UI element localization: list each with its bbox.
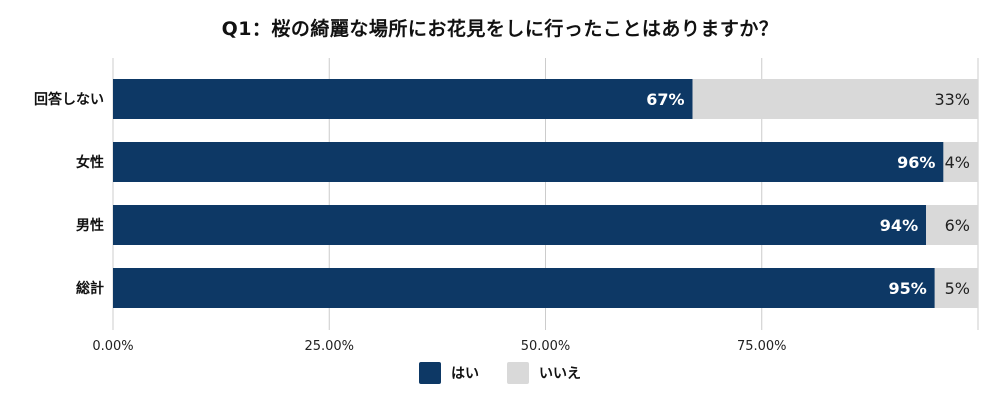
category-label: 回答しない bbox=[34, 91, 104, 108]
legend-label-yes: はい bbox=[451, 366, 479, 382]
legend-item-no: いいえ bbox=[507, 362, 581, 384]
legend-swatch-no bbox=[507, 362, 529, 384]
legend-label-no: いいえ bbox=[539, 366, 581, 382]
bar-yes bbox=[113, 205, 927, 245]
x-tick-label: 50.00% bbox=[521, 339, 571, 354]
bar-no bbox=[692, 79, 978, 119]
category-label: 総計 bbox=[76, 280, 104, 297]
legend-swatch-yes bbox=[419, 362, 441, 384]
bar-yes bbox=[113, 142, 944, 182]
data-label-yes: 67% bbox=[646, 90, 684, 109]
data-label-no: 6% bbox=[945, 216, 970, 235]
data-label-no: 5% bbox=[945, 279, 970, 298]
x-tick-label: 75.00% bbox=[737, 339, 787, 354]
data-label-yes: 96% bbox=[897, 153, 935, 172]
x-tick-label: 25.00% bbox=[304, 339, 354, 354]
data-label-no: 4% bbox=[945, 153, 970, 172]
bar-no bbox=[943, 142, 978, 182]
category-label: 女性 bbox=[76, 154, 104, 171]
bar-no bbox=[926, 205, 978, 245]
category-label: 男性 bbox=[76, 217, 104, 234]
bar-yes bbox=[113, 268, 935, 308]
bar-no bbox=[934, 268, 978, 308]
data-label-yes: 95% bbox=[888, 279, 926, 298]
chart-title: Q1：桜の綺麗な場所にお花見をしに行ったことはありますか？ bbox=[221, 18, 779, 40]
bar-yes bbox=[113, 79, 693, 119]
legend-item-yes: はい bbox=[419, 362, 479, 384]
x-tick-label: 0.00% bbox=[92, 339, 133, 354]
data-label-yes: 94% bbox=[880, 216, 918, 235]
data-label-no: 33% bbox=[934, 90, 970, 109]
legend: はい いいえ bbox=[0, 362, 1000, 384]
